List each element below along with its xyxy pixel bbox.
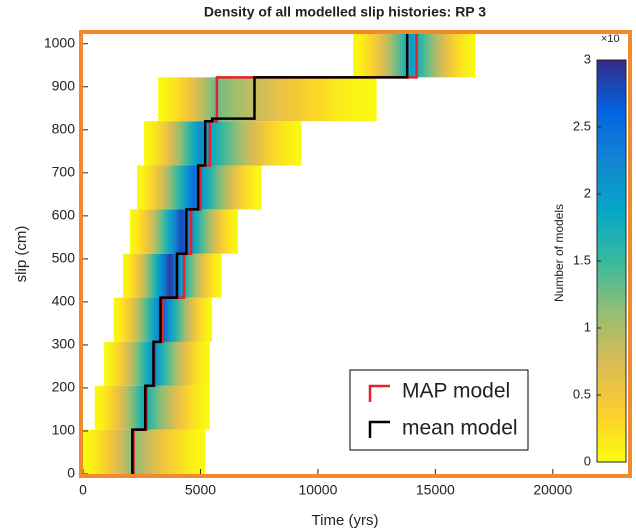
colorbar-multiplier: ×10: [601, 33, 620, 45]
density-band: [129, 209, 239, 254]
density-band: [94, 385, 210, 430]
colorbar-label: Number of models: [552, 204, 566, 302]
density-band: [83, 429, 206, 474]
density-band: [104, 341, 210, 386]
y-axis-label: slip (cm): [13, 226, 30, 283]
density-band: [158, 77, 377, 122]
y-tick-label: 900: [52, 77, 76, 93]
density-band: [144, 121, 302, 166]
legend-symbol: [368, 420, 390, 438]
y-tick-label: 700: [52, 164, 76, 180]
colorbar-tick-label: 1: [584, 319, 591, 334]
colorbar-tick-label: 2: [584, 185, 591, 200]
colorbar-tick-label: 0: [584, 453, 591, 468]
y-tick-label: 300: [52, 336, 76, 352]
legend-symbol: [368, 384, 390, 402]
colorbar-tick-label: 2.5: [573, 118, 591, 133]
step-line: [131, 33, 409, 474]
y-tick-label: 1000: [44, 34, 75, 50]
x-tick-label: 15000: [416, 482, 455, 498]
x-tick-label: 10000: [298, 482, 337, 498]
y-tick-label: 600: [52, 207, 76, 223]
density-band: [353, 33, 476, 78]
y-tick-label: 500: [52, 250, 76, 266]
colorbar: [596, 59, 627, 463]
axes-frame: [79, 30, 632, 478]
legend-label: mean model: [402, 417, 518, 440]
x-tick-label: 20000: [533, 482, 572, 498]
legend-box: [349, 369, 529, 451]
colorbar-tick-label: 0.5: [573, 386, 591, 401]
density-band: [122, 253, 222, 298]
y-tick-label: 0: [67, 465, 75, 481]
axes: 0 5000 10000 15000 2000001002003004005006007…: [44, 34, 627, 498]
y-tick-label: 100: [52, 422, 76, 438]
y-tick-label: 200: [52, 379, 76, 395]
x-tick-label: 0: [79, 482, 87, 498]
plot-area: [83, 33, 476, 474]
chart-title: Density of all modelled slip histories: …: [204, 4, 486, 20]
x-tick-label: 5000: [185, 482, 216, 498]
legend-label: MAP model: [402, 380, 510, 403]
colorbar-tick-label: 3: [584, 51, 591, 66]
colorbar-tick-label: 1.5: [573, 252, 591, 267]
legend: MAP model mean model: [349, 369, 529, 451]
x-axis-label: Time (yrs): [312, 512, 379, 529]
y-tick-label: 800: [52, 121, 76, 137]
y-tick-label: 400: [52, 293, 76, 309]
